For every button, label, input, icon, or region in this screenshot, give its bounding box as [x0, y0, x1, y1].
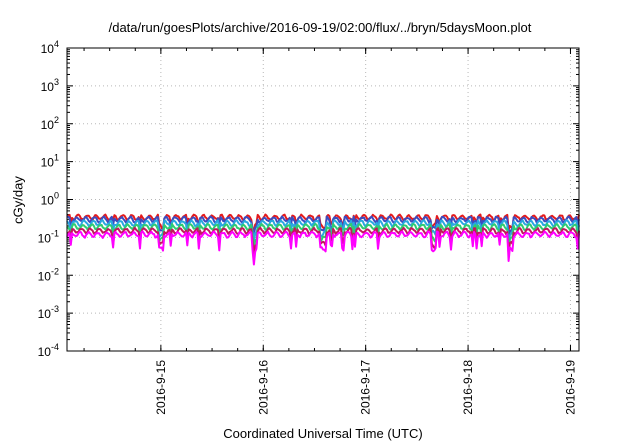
x-tick-label: 2016-9-15: [154, 360, 168, 415]
x-tick-label: 2016-9-18: [461, 360, 475, 415]
y-tick-label: 101: [41, 153, 59, 170]
series-line: [66, 219, 580, 247]
x-tick-label: 2016-9-16: [256, 360, 270, 415]
chart-title: /data/run/goesPlots/archive/2016-09-19/0…: [108, 20, 532, 35]
y-tick-label: 10-1: [38, 228, 59, 245]
plot-frame: [66, 47, 580, 352]
y-tick-label: 10-3: [38, 304, 59, 321]
y-tick-label: 10-4: [38, 342, 59, 359]
y-tick-label: 10-2: [38, 266, 59, 283]
x-tick-label: 2016-9-17: [359, 360, 373, 415]
y-axis-label: cGy/day: [10, 176, 26, 224]
y-tick-label: 104: [41, 39, 59, 56]
series-line: [66, 226, 580, 258]
y-tick-label: 103: [41, 77, 59, 94]
y-tick-label: 102: [41, 115, 59, 132]
series-line: [66, 222, 580, 253]
x-axis-label: Coordinated Universal Time (UTC): [223, 426, 423, 441]
series-line: [66, 230, 580, 266]
y-tick-label: 100: [41, 191, 59, 208]
x-tick-label: 2016-9-19: [563, 360, 577, 415]
